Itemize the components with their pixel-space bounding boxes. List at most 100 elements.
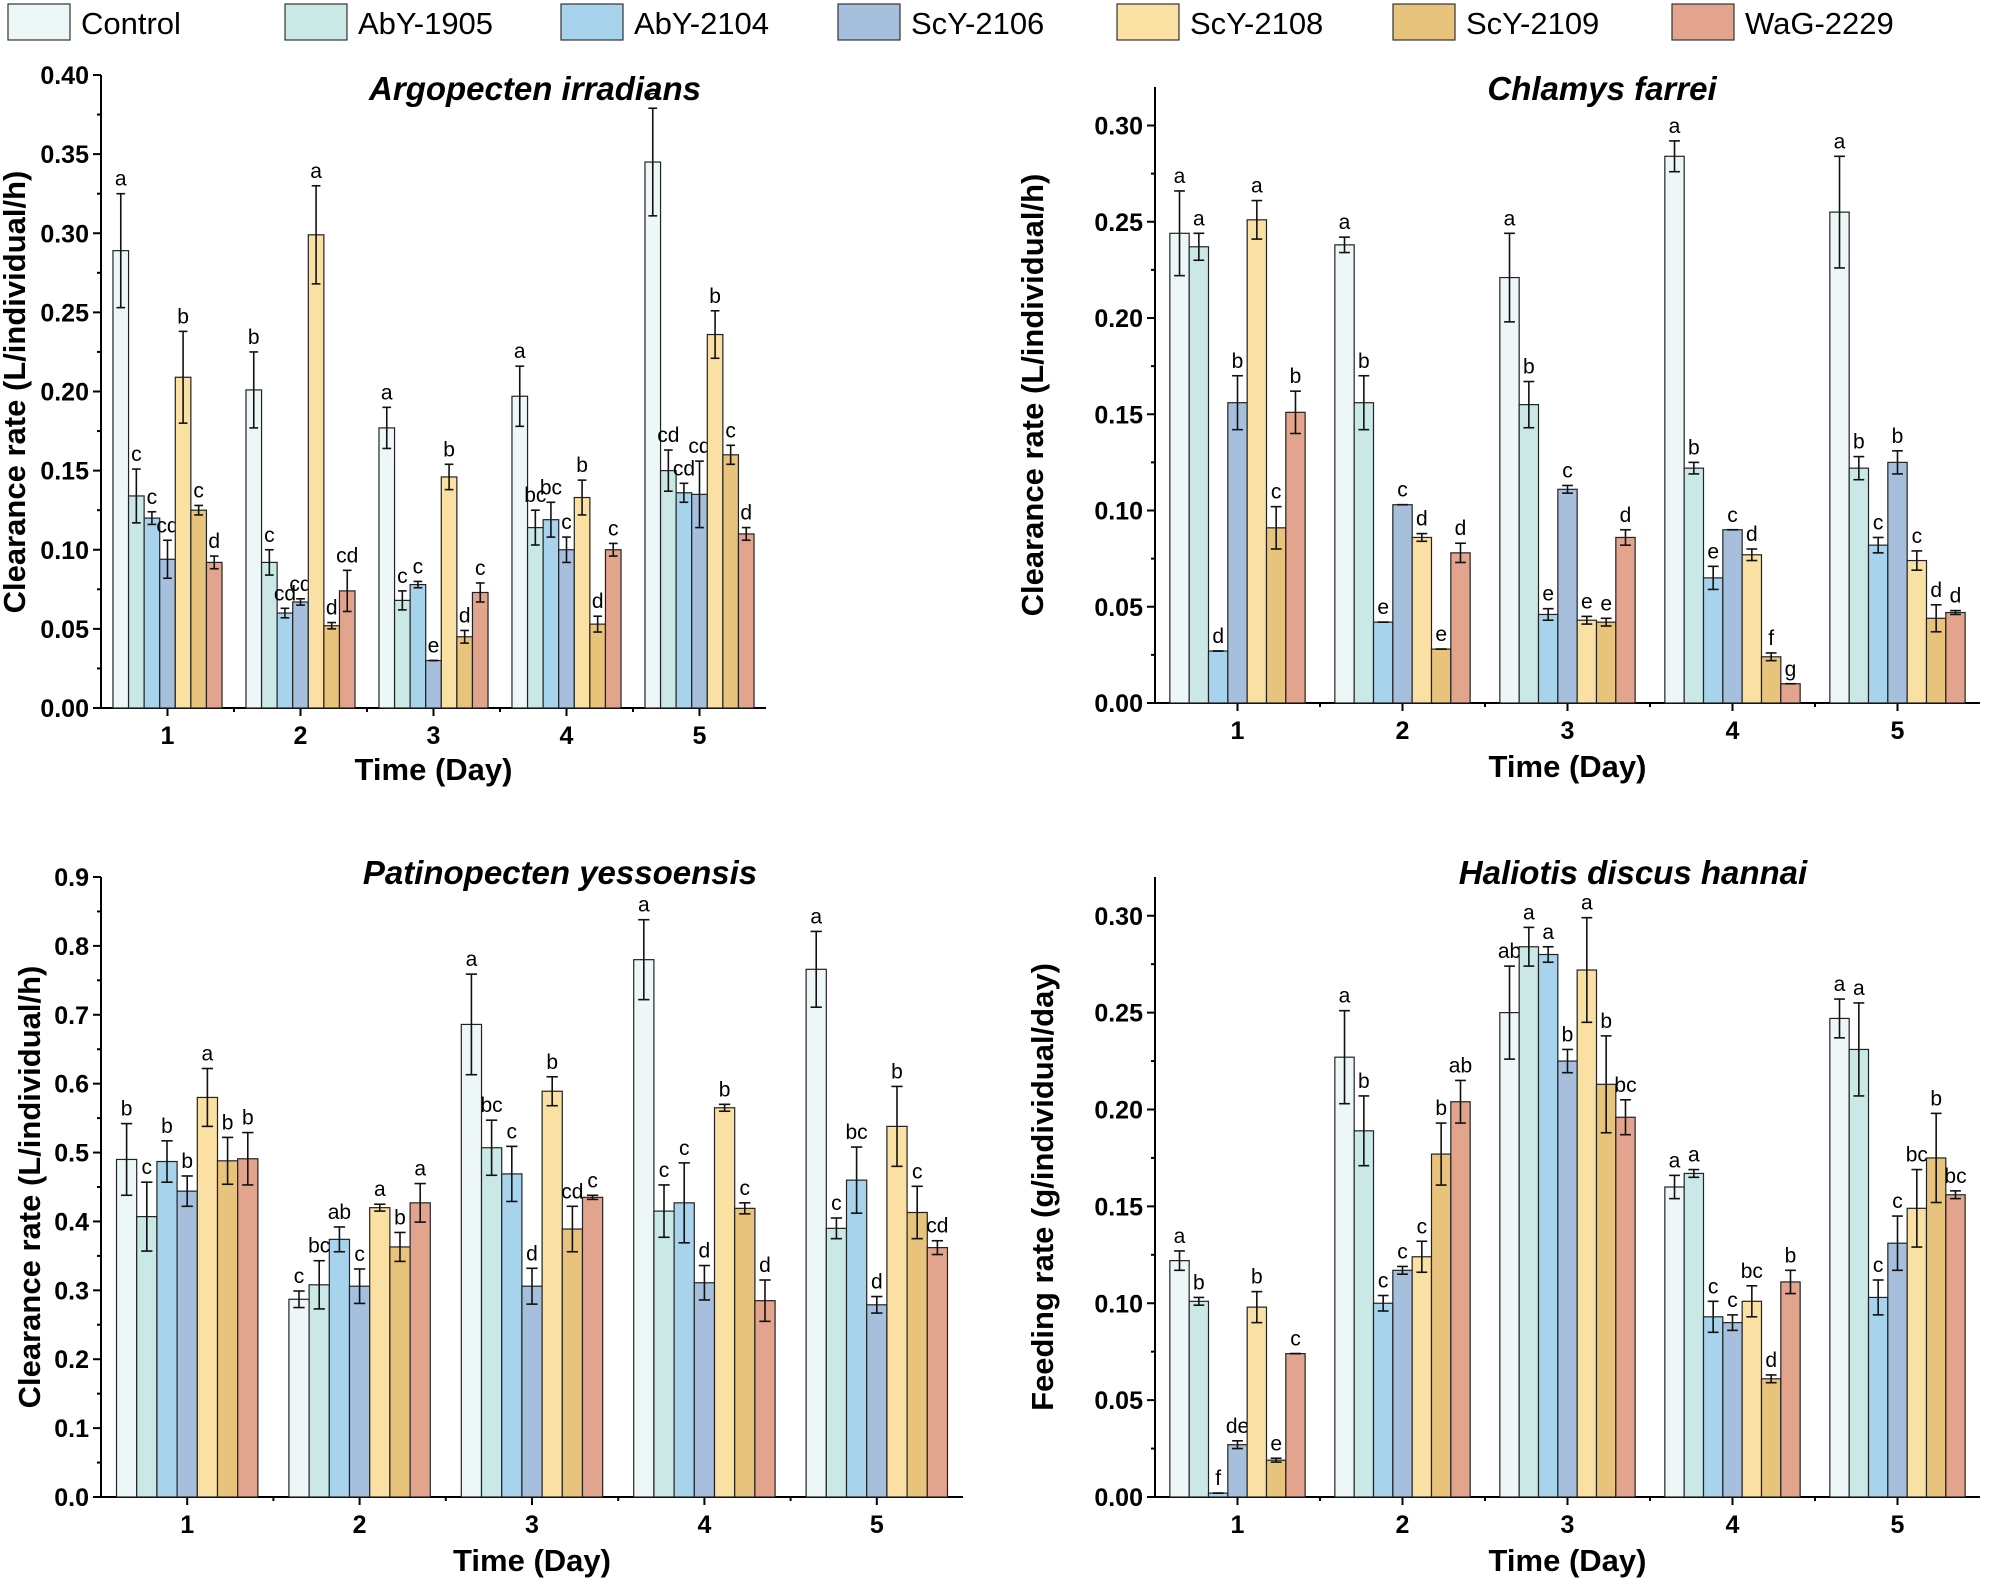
error-bar (1270, 505, 1282, 550)
error-bar (460, 629, 470, 644)
bar-wag-2229-day-2 (409, 1202, 431, 1498)
error-bar (1872, 1279, 1884, 1316)
bar-scy-2106-day-4 (1722, 1322, 1743, 1498)
error-bar (141, 1181, 153, 1252)
significance-label: cd (688, 435, 710, 458)
significance-label: b (177, 305, 189, 328)
bar-control-day-2 (288, 1298, 310, 1498)
legend-item-control: Control (7, 3, 181, 41)
significance-label: d (759, 1254, 771, 1277)
significance-label: cd (561, 1180, 583, 1203)
error-bar (1290, 390, 1301, 435)
significance-label: bc (1614, 1074, 1636, 1097)
significance-label: b (1358, 350, 1370, 373)
bar-scy-2106-day-4 (558, 549, 575, 709)
x-tick-label: 4 (1726, 717, 1740, 745)
x-tick-label: 5 (1891, 717, 1905, 745)
y-tick-label: 0.30 (1094, 903, 1143, 931)
error-bar (1339, 1009, 1350, 1105)
y-tick-label: 0.40 (40, 62, 89, 90)
error-bar (911, 1185, 923, 1240)
significance-label: b (222, 1111, 234, 1134)
error-bar (1416, 532, 1428, 543)
significance-label: e (1707, 540, 1719, 563)
y-tick-label: 0.2 (54, 1346, 89, 1374)
significance-label: c (147, 486, 158, 509)
bar-aby-2104-day-3 (409, 583, 427, 709)
x-tick-label: 5 (1891, 1511, 1905, 1539)
y-tick-label: 0.6 (54, 1071, 89, 1099)
bar-aby-1905-day-4 (1683, 1172, 1705, 1498)
bar-wag-2229-day-1 (1285, 411, 1306, 704)
bar-aby-2104-day-5 (1867, 544, 1889, 704)
legend-label: ScY-2106 (911, 6, 1044, 41)
error-bar (333, 1226, 346, 1253)
significance-label: a (1834, 130, 1846, 153)
bar-scy-2109-day-4 (734, 1207, 756, 1498)
bar-aby-1905-day-2 (308, 1284, 330, 1498)
legend-swatch (837, 3, 901, 41)
significance-label: a (1339, 211, 1351, 234)
x-tick-label: 5 (693, 722, 707, 750)
bar-control-day-3 (1499, 276, 1520, 704)
significance-label: b (1232, 350, 1244, 373)
bar-scy-2106-day-5 (1887, 461, 1908, 704)
bar-aby-2104-day-3 (1537, 953, 1559, 1498)
bar-aby-1905-day-5 (659, 470, 677, 709)
legend-label: Control (81, 6, 181, 41)
error-bar (413, 580, 423, 589)
significance-label: b (1930, 1087, 1942, 1110)
bar-control-day-5 (1829, 1017, 1850, 1498)
error-bar (1765, 652, 1777, 662)
error-bar (353, 1268, 366, 1305)
significance-label: a (514, 340, 526, 363)
significance-label: a (1669, 115, 1681, 138)
significance-label: a (381, 381, 393, 404)
significance-label: c (1290, 1328, 1301, 1351)
chart-title: Patinopecten yessoensis (363, 854, 757, 891)
significance-label: c (1873, 511, 1884, 534)
error-bar (1504, 965, 1515, 1060)
error-bar (475, 582, 485, 603)
error-bar (1270, 1457, 1282, 1463)
significance-label: d (871, 1271, 883, 1294)
error-bar (264, 548, 274, 576)
error-bar (759, 1279, 771, 1323)
error-bar (181, 1175, 193, 1208)
significance-label: ab (1449, 1054, 1472, 1077)
significance-label: g (1785, 658, 1797, 681)
error-bar (311, 184, 321, 285)
y-tick-label: 0.00 (40, 695, 89, 723)
bar-scy-2106-day-1 (1227, 402, 1248, 704)
bar-wag-2229-day-1 (1285, 1353, 1306, 1498)
significance-label: b (891, 1060, 903, 1083)
significance-label: b (1892, 425, 1904, 448)
significance-label: b (1853, 431, 1865, 454)
bar-scy-2106-day-3 (1557, 1060, 1578, 1498)
error-bar (515, 365, 525, 428)
legend-item-scy-2109: ScY-2109 (1392, 3, 1599, 41)
error-bar (1416, 1240, 1428, 1274)
significance-label: e (1377, 596, 1389, 619)
significance-label: a (115, 168, 127, 191)
bar-aby-1905-day-4 (653, 1210, 675, 1498)
x-tick-label: 3 (525, 1511, 539, 1539)
error-bar (1455, 542, 1466, 564)
y-tick-label: 0.3 (54, 1277, 89, 1305)
bar-scy-2106-day-5 (866, 1304, 888, 1498)
bar-scy-2109-day-1 (190, 509, 208, 709)
y-tick-label: 0.25 (40, 299, 89, 327)
error-bar (1911, 1168, 1923, 1248)
significance-label: c (294, 1265, 305, 1288)
error-bar (116, 192, 126, 309)
significance-label: c (475, 557, 486, 580)
significance-label: c (659, 1159, 670, 1182)
significance-label: a (1251, 175, 1263, 198)
error-bar (161, 1140, 173, 1183)
y-axis-label: Clearance rate (L/individual/h) (1015, 174, 1050, 617)
error-bar (1765, 1374, 1777, 1384)
significance-label: bc (481, 1094, 503, 1117)
error-bar (374, 1203, 386, 1212)
significance-label: cd (336, 544, 358, 567)
significance-label: a (1581, 892, 1593, 915)
